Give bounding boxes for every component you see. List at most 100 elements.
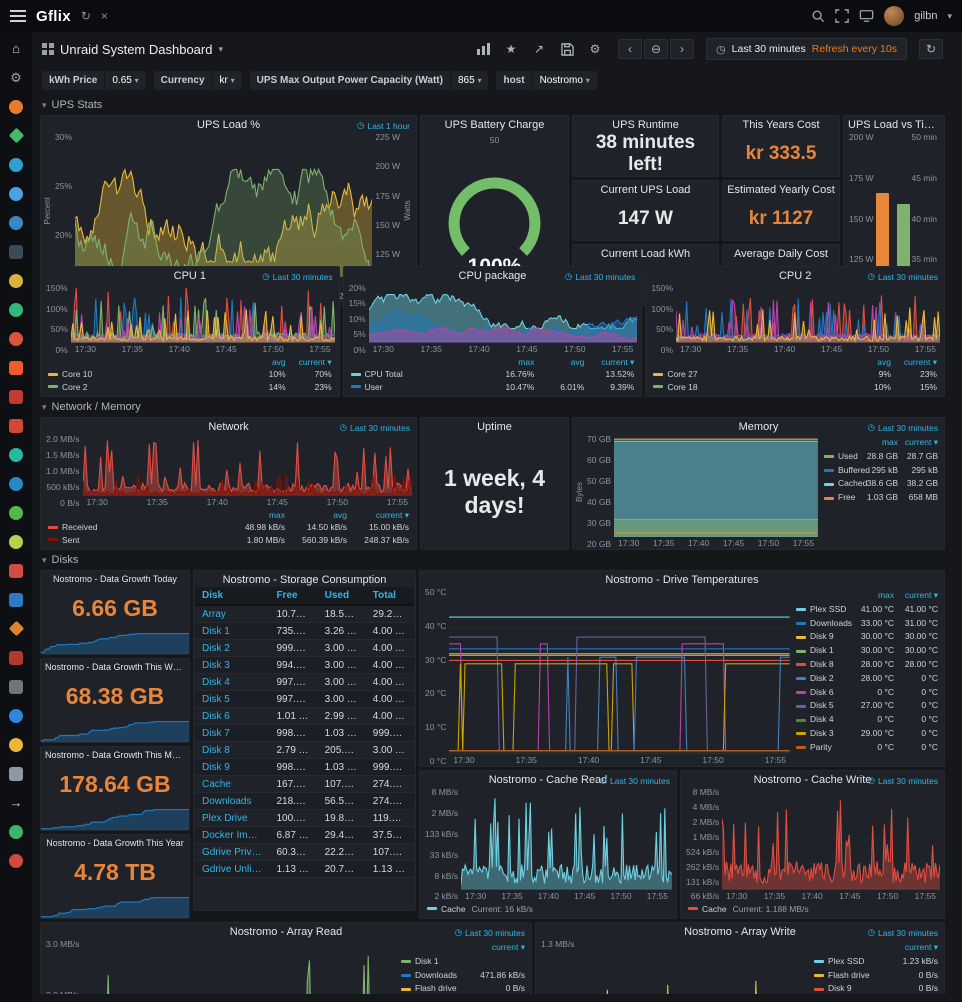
app-icon-blue-drop[interactable]: [8, 475, 25, 492]
app-icon-orange-circle[interactable]: [8, 98, 25, 115]
legend-series-name[interactable]: Flash drive: [415, 983, 457, 994]
refresh-icon[interactable]: ↻: [80, 9, 91, 23]
network-graph[interactable]: [82, 434, 412, 496]
legend-sort-header[interactable]: current ▾: [903, 356, 937, 367]
legend-series-name[interactable]: Core 2: [62, 381, 88, 392]
app-icon-green-dot[interactable]: [8, 504, 25, 521]
panel-title[interactable]: Nostromo - Data Growth Today: [53, 574, 177, 584]
caret-down-icon[interactable]: ▾: [218, 43, 223, 54]
legend-series-name[interactable]: Downloads: [810, 617, 853, 628]
variable-value-dropdown[interactable]: kr ▾: [212, 70, 242, 90]
cache-write-graph[interactable]: [722, 787, 940, 890]
close-icon[interactable]: ×: [100, 9, 108, 23]
logout-icon[interactable]: →: [8, 794, 25, 811]
app-icon-teal-eye[interactable]: [8, 446, 25, 463]
column-header[interactable]: Total: [365, 587, 414, 606]
legend-series-name[interactable]: Core 18: [667, 381, 698, 392]
legend-sort-header[interactable]: current ▾: [904, 437, 938, 447]
legend-sort-header[interactable]: current ▾: [298, 356, 332, 367]
legend-series-name[interactable]: Disk 5: [810, 700, 834, 711]
column-header[interactable]: Used: [317, 587, 366, 606]
legend-series-name[interactable]: Disk 8: [810, 658, 834, 669]
legend-series-name[interactable]: Flash drive: [828, 969, 870, 980]
legend-sort-header[interactable]: avg: [333, 509, 347, 520]
memory-graph[interactable]: [614, 434, 818, 537]
legend-series-name[interactable]: Cache: [441, 903, 466, 914]
legend-series-name[interactable]: Core 10: [62, 369, 93, 379]
legend-series-name[interactable]: Cached: [838, 478, 868, 489]
app-brand[interactable]: Gflix: [36, 7, 71, 25]
legend-series-name[interactable]: Core 27: [667, 369, 698, 379]
cache-read-graph[interactable]: [461, 787, 672, 890]
variable-value-dropdown[interactable]: 865 ▾: [450, 70, 489, 90]
save-icon[interactable]: [556, 39, 578, 59]
column-header[interactable]: Disk: [195, 587, 270, 606]
cpu-package-graph[interactable]: [368, 283, 638, 343]
legend-series-name[interactable]: Disk 6: [810, 686, 834, 697]
legend-series-name[interactable]: Disk 1: [810, 645, 834, 656]
section-network-memory[interactable]: ▾ Network / Memory: [40, 397, 945, 417]
variable-value-dropdown[interactable]: Nostromo ▾: [532, 70, 597, 90]
variable-value-dropdown[interactable]: 0.65 ▾: [105, 70, 146, 90]
panel-title[interactable]: Current UPS Load: [600, 183, 691, 196]
fullscreen-icon[interactable]: [835, 9, 850, 23]
app-icon-green-circle[interactable]: [8, 301, 25, 318]
legend-series-name[interactable]: CPU Total: [364, 369, 403, 379]
legend-sort-header[interactable]: avg: [570, 356, 585, 367]
legend-series-name[interactable]: Disk 9: [810, 631, 834, 642]
legend-sort-header[interactable]: max: [881, 437, 898, 447]
legend-series-name[interactable]: Free: [838, 492, 856, 503]
user-menu[interactable]: gilbn: [914, 10, 938, 22]
section-ups-stats[interactable]: ▾ UPS Stats: [40, 95, 945, 115]
legend-series-name[interactable]: Disk 1: [415, 955, 439, 966]
app-icon-lime[interactable]: [8, 533, 25, 550]
graph-icon[interactable]: [472, 39, 494, 59]
panel-title[interactable]: This Years Cost: [742, 119, 820, 131]
legend-series-name[interactable]: Cache: [702, 903, 727, 914]
cpu2-graph[interactable]: [676, 283, 940, 343]
panel-title[interactable]: Current Load kWh: [600, 248, 691, 261]
app-icon-github-green[interactable]: [8, 823, 25, 840]
app-icon-lazy[interactable]: [8, 678, 25, 695]
legend-series-name[interactable]: Disk 4: [810, 714, 834, 725]
legend-sort-header[interactable]: current ▾: [904, 590, 938, 600]
legend-series-name[interactable]: Received: [62, 522, 98, 532]
app-icon-dark-square[interactable]: [8, 243, 25, 260]
section-disks[interactable]: ▾ Disks: [40, 550, 945, 570]
app-icon-green-diamond[interactable]: [8, 127, 25, 144]
legend-series-name[interactable]: User: [364, 381, 383, 392]
app-icon-dark-red[interactable]: [8, 649, 25, 666]
legend-series-name[interactable]: Disk 2: [810, 672, 834, 683]
time-range-picker[interactable]: ◷ Last 30 minutes Refresh every 10s: [706, 38, 907, 60]
menu-icon[interactable]: [10, 10, 26, 22]
app-icon-red-ring[interactable]: [8, 852, 25, 869]
drive-temps-graph[interactable]: [449, 587, 790, 754]
home-icon[interactable]: ⌂: [8, 40, 25, 57]
settings-icon[interactable]: ⚙: [589, 42, 601, 56]
panel-title[interactable]: UPS Runtime: [612, 119, 679, 131]
app-icon-cloud[interactable]: [8, 185, 25, 202]
app-icon-plex[interactable]: [8, 272, 25, 289]
panel-title[interactable]: UPS Load vs Time left: [848, 119, 944, 131]
panel-title[interactable]: Nostromo - Data Growth This Year: [46, 838, 184, 848]
legend-sort-header[interactable]: current ▾: [904, 942, 938, 952]
app-icon-blue-drop-2[interactable]: [8, 707, 25, 724]
panel-title[interactable]: Nostromo - Storage Consumption: [222, 574, 387, 586]
ups-load-graph[interactable]: [75, 132, 373, 277]
array-read-graph[interactable]: [83, 939, 395, 994]
legend-series-name[interactable]: Plex SSD: [828, 955, 865, 966]
user-avatar[interactable]: [884, 6, 905, 26]
search-icon[interactable]: [811, 9, 825, 23]
star-icon[interactable]: ★: [505, 42, 517, 56]
legend-series-name[interactable]: Used: [838, 450, 858, 461]
dashboard-title[interactable]: Unraid System Dashboard: [60, 41, 213, 57]
legend-series-name[interactable]: Buffered: [838, 464, 870, 475]
array-write-graph[interactable]: [578, 939, 808, 994]
app-icon-blue-square[interactable]: [8, 591, 25, 608]
legend-sort-header[interactable]: avg: [271, 356, 286, 367]
app-icon-orange-diamond[interactable]: [8, 620, 25, 637]
legend-series-name[interactable]: Sent: [62, 534, 80, 545]
zoom-out-icon[interactable]: ⊖: [644, 39, 669, 59]
app-icon-red-shield[interactable]: [8, 388, 25, 405]
legend-series-name[interactable]: Parity: [810, 741, 832, 752]
